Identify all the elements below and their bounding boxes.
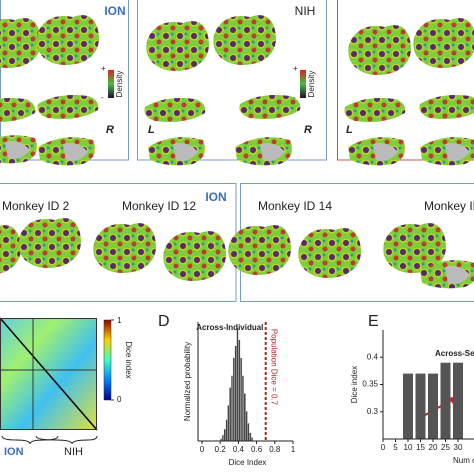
colorbar-tick-label: 0 xyxy=(117,395,122,404)
bar xyxy=(440,362,451,439)
hemisphere-label: L xyxy=(346,124,353,136)
histogram-bar xyxy=(249,432,252,442)
x-tick-label: 0.8 xyxy=(269,445,281,454)
density-minus: - xyxy=(101,93,104,102)
histogram-bar xyxy=(225,419,228,442)
histogram-bar xyxy=(250,437,254,442)
x-tick-label: 15 xyxy=(416,443,425,452)
histogram-bar xyxy=(238,339,241,442)
colorbar-label: Dice index xyxy=(124,341,133,378)
histogram-bar xyxy=(229,387,232,442)
colorbar xyxy=(108,70,114,98)
histogram-bar xyxy=(243,393,246,442)
group-label: NIH xyxy=(295,4,316,18)
panel-letter: E xyxy=(368,313,379,330)
density-label: Density xyxy=(307,71,316,98)
bar xyxy=(415,373,426,439)
heatmap xyxy=(0,317,98,431)
population-label: Population Dice = 0.7 xyxy=(270,329,279,406)
group-label: ION xyxy=(104,4,125,18)
group-label: NIH xyxy=(64,446,83,458)
colorbar xyxy=(300,70,306,98)
y-tick-label: 0.35 xyxy=(362,380,378,389)
x-tick-label: 25 xyxy=(441,443,450,452)
hemisphere-label: R xyxy=(106,124,114,136)
chart-title: Across-Individual xyxy=(196,323,263,332)
monkey-label: Monkey ID 14 xyxy=(258,199,332,213)
colorbar xyxy=(103,319,112,401)
monkey-label: Monkey ID xyxy=(424,199,474,213)
panel-border xyxy=(337,0,474,161)
group-label: ION xyxy=(4,446,24,458)
bar xyxy=(403,373,413,439)
histogram-bar xyxy=(245,411,248,442)
y-tick-label: 0.4 xyxy=(367,352,379,361)
y-axis-label: Dice index xyxy=(350,366,359,403)
histogram-bar xyxy=(240,357,243,442)
histogram-bar xyxy=(230,375,234,442)
chart-title: Across-Se xyxy=(435,349,474,358)
histogram-bar xyxy=(247,422,250,442)
x-tick-label: 0.2 xyxy=(215,445,227,454)
histogram-bar xyxy=(227,405,230,442)
histogram-bar xyxy=(241,375,245,442)
x-tick-label: 10 xyxy=(404,443,413,452)
x-axis-label: Num o xyxy=(453,456,474,465)
x-tick-label: 0.6 xyxy=(251,445,263,454)
bar xyxy=(428,373,438,439)
x-axis-label: Dice Index xyxy=(229,458,267,467)
panel-letter: D xyxy=(158,313,170,330)
hemisphere-label: R xyxy=(304,124,312,136)
group-label: ION xyxy=(205,190,226,204)
bar xyxy=(453,362,463,439)
x-tick-label: 5 xyxy=(393,443,398,452)
hemisphere-label: L xyxy=(148,124,155,136)
y-tick-label: 0.3 xyxy=(367,407,379,416)
histogram-bar xyxy=(221,434,224,442)
brains xyxy=(0,218,474,289)
panel-border xyxy=(137,0,327,161)
histogram-bar xyxy=(232,357,235,442)
density-plus: + xyxy=(101,64,106,73)
x-tick-label: 30 xyxy=(454,443,463,452)
x-tick-label: 1 xyxy=(291,445,296,454)
x-tick-label: 0.4 xyxy=(233,445,245,454)
y-axis-label: Normalized probability xyxy=(183,342,192,421)
x-tick-label: 0 xyxy=(200,445,205,454)
x-tick-label: 20 xyxy=(429,443,438,452)
histogram-bar xyxy=(236,327,239,442)
brains xyxy=(0,15,474,166)
density-label: Density xyxy=(115,71,124,98)
monkey-label: Monkey ID 12 xyxy=(122,199,196,213)
density-minus: - xyxy=(293,93,296,102)
colorbar-tick-label: 1 xyxy=(117,316,122,325)
density-plus: + xyxy=(293,64,298,73)
x-tick-label: 0 xyxy=(381,443,386,452)
histogram-bar xyxy=(234,345,237,442)
monkey-label: Monkey ID 2 xyxy=(2,199,70,213)
histogram-bar xyxy=(223,428,226,442)
